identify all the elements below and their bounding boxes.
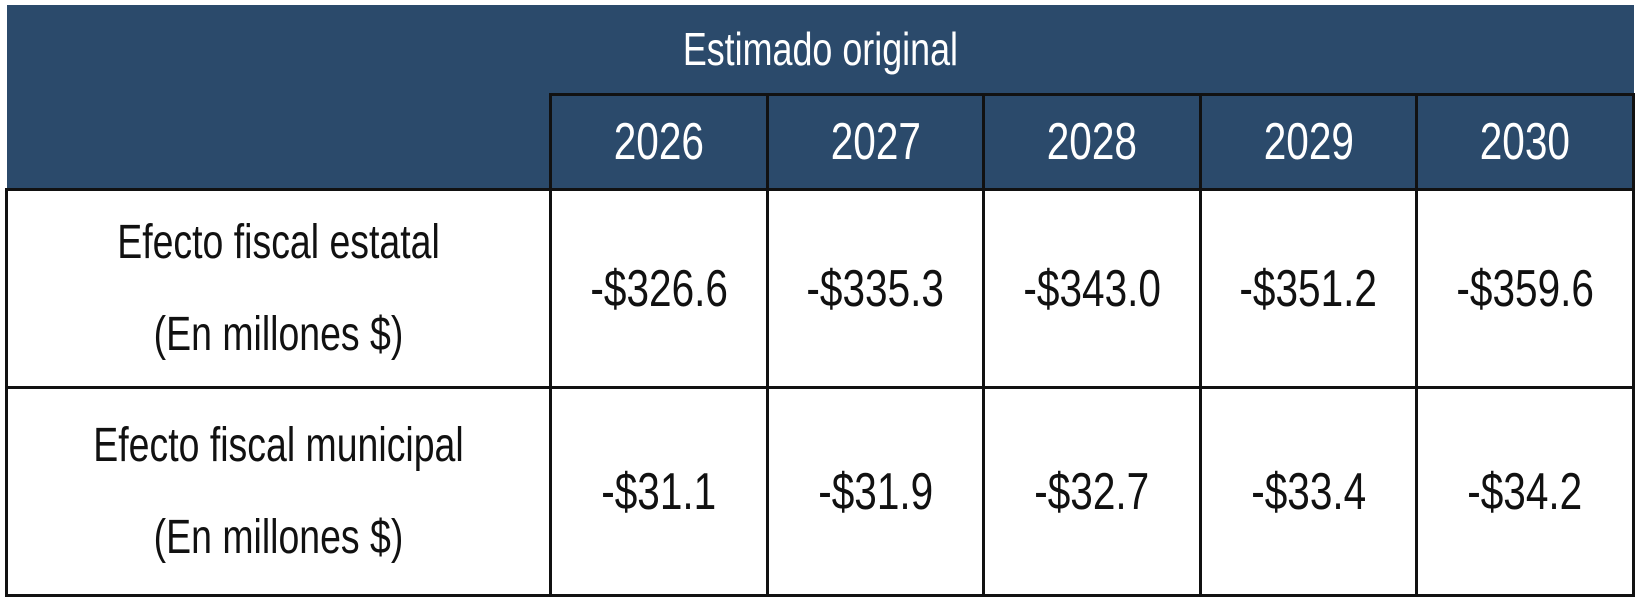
- data-row: Efecto fiscal municipal (En millones $) -$…: [5, 386, 1635, 597]
- year-row: 2026 2027 2028 2029 2030: [6, 93, 1635, 191]
- value: -$343.0: [1023, 259, 1161, 318]
- value-cell: -$359.6: [1415, 188, 1635, 389]
- value: -$31.9: [817, 462, 933, 521]
- year-cell: 2027: [765, 93, 986, 191]
- year-cell: 2029: [1198, 93, 1419, 191]
- fiscal-table: Estimado original 2026 2027 2028 2029 2030 E…: [5, 5, 1635, 597]
- value: -$359.6: [1456, 259, 1594, 318]
- value-cell: -$34.2: [1415, 386, 1635, 597]
- row-label: Efecto fiscal municipal: [93, 418, 464, 472]
- value-cell: -$326.6: [549, 188, 769, 389]
- year-cell: 2028: [982, 93, 1202, 191]
- value: -$351.2: [1239, 259, 1378, 318]
- year-label: 2028: [1046, 113, 1138, 171]
- value-cell: -$31.1: [549, 386, 769, 597]
- value: -$33.4: [1251, 462, 1367, 521]
- value-cell: -$33.4: [1198, 386, 1419, 597]
- value-cell: -$335.3: [765, 188, 986, 389]
- value-cell: -$351.2: [1198, 188, 1419, 389]
- value: -$326.6: [590, 259, 728, 318]
- value-cell: -$31.9: [765, 386, 986, 597]
- row-label: (En millones $): [153, 307, 404, 361]
- year-label: 2026: [613, 113, 704, 171]
- title-cell: Estimado original: [6, 5, 1634, 95]
- year-cell: 2026: [549, 93, 769, 191]
- value: -$32.7: [1034, 462, 1150, 521]
- year-label: 2030: [1480, 113, 1571, 171]
- table-body: Estimado original 2026 2027 2028 2029 2030 E…: [5, 5, 1635, 597]
- year-cell: 2030: [1415, 93, 1635, 191]
- value: -$31.1: [601, 462, 717, 521]
- value-cell: -$32.7: [982, 386, 1202, 597]
- data-row: Efecto fiscal estatal (En millones $) -$32…: [5, 188, 1635, 389]
- value-cell: -$343.0: [982, 188, 1202, 389]
- value: -$34.2: [1467, 462, 1583, 521]
- value: -$335.3: [806, 259, 945, 318]
- year-label: 2029: [1263, 113, 1354, 171]
- row-label-cell: Efecto fiscal estatal (En millones $): [5, 188, 552, 389]
- year-label: 2027: [830, 113, 921, 171]
- row-label-cell: Efecto fiscal municipal (En millones $): [5, 386, 552, 597]
- title-row: Estimado original: [6, 5, 1634, 95]
- table-title: Estimado original: [682, 23, 958, 75]
- corner-cell: [6, 94, 551, 190]
- row-label: (En millones $): [153, 510, 404, 564]
- row-label: Efecto fiscal estatal: [117, 215, 440, 269]
